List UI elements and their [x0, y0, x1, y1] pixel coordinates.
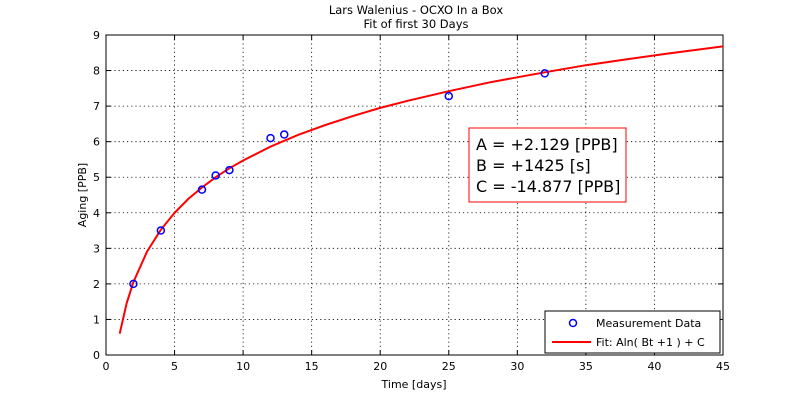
- x-tick-label: 45: [716, 360, 730, 373]
- fit-parameters-box: A = +2.129 [PPB] B = +1425 [s] C = -14.8…: [468, 127, 627, 203]
- fit-parameters-border: [468, 127, 627, 203]
- y-tick-label: 2: [93, 278, 100, 291]
- chart-subtitle: Fit of first 30 Days: [364, 17, 469, 31]
- y-tick-label: 1: [93, 313, 100, 326]
- measurement-point: [156, 226, 166, 235]
- fit-curve: [118, 45, 724, 334]
- y-tick-label: 3: [93, 242, 100, 255]
- legend-marker-measurement: [568, 318, 578, 328]
- x-tick-label: 35: [579, 360, 593, 373]
- y-tick-label: 9: [93, 29, 100, 42]
- measurement-point: [444, 91, 454, 101]
- measurement-point: [279, 130, 289, 139]
- legend-label-measurement: Measurement Data: [596, 317, 701, 330]
- y-tick-label: 6: [93, 136, 100, 149]
- y-tick-label: 0: [93, 349, 100, 362]
- series-layer: [118, 45, 724, 334]
- x-tick-label: 40: [647, 360, 661, 373]
- x-tick-label: 20: [373, 360, 387, 373]
- chart-title: Lars Walenius - OCXO In a Box: [329, 3, 504, 17]
- x-tick-label: 15: [305, 360, 319, 373]
- measurement-point: [197, 185, 207, 194]
- legend: Measurement Data Fit: Aln( Bt +1 ) + C: [544, 310, 721, 354]
- y-tick-label: 8: [93, 65, 100, 78]
- x-axis-label: Time [days]: [381, 378, 447, 391]
- measurement-point: [129, 279, 138, 289]
- legend-box: [544, 310, 721, 354]
- measurement-point: [225, 165, 234, 175]
- y-tick-label: 4: [93, 207, 100, 220]
- measurement-point: [540, 69, 550, 78]
- fit-parameter-a: A = +2.129 [PPB]: [476, 135, 618, 154]
- legend-label-fit: Fit: Aln( Bt +1 ) + C: [596, 336, 705, 349]
- fit-parameter-c: C = -14.877 [PPB]: [476, 177, 620, 196]
- measurement-point: [266, 133, 275, 143]
- x-tick-label: 30: [510, 360, 524, 373]
- x-tick-label: 0: [103, 360, 110, 373]
- y-tick-label: 7: [93, 100, 100, 113]
- y-axis-label: Aging [PPB]: [76, 163, 89, 227]
- x-tick-label: 5: [171, 360, 178, 373]
- x-tick-label: 25: [442, 360, 456, 373]
- measurement-point: [211, 171, 220, 180]
- fit-parameter-b: B = +1425 [s]: [476, 156, 591, 175]
- plot-area: [105, 34, 724, 356]
- y-tick-label: 5: [93, 171, 100, 184]
- x-tick-label: 10: [236, 360, 250, 373]
